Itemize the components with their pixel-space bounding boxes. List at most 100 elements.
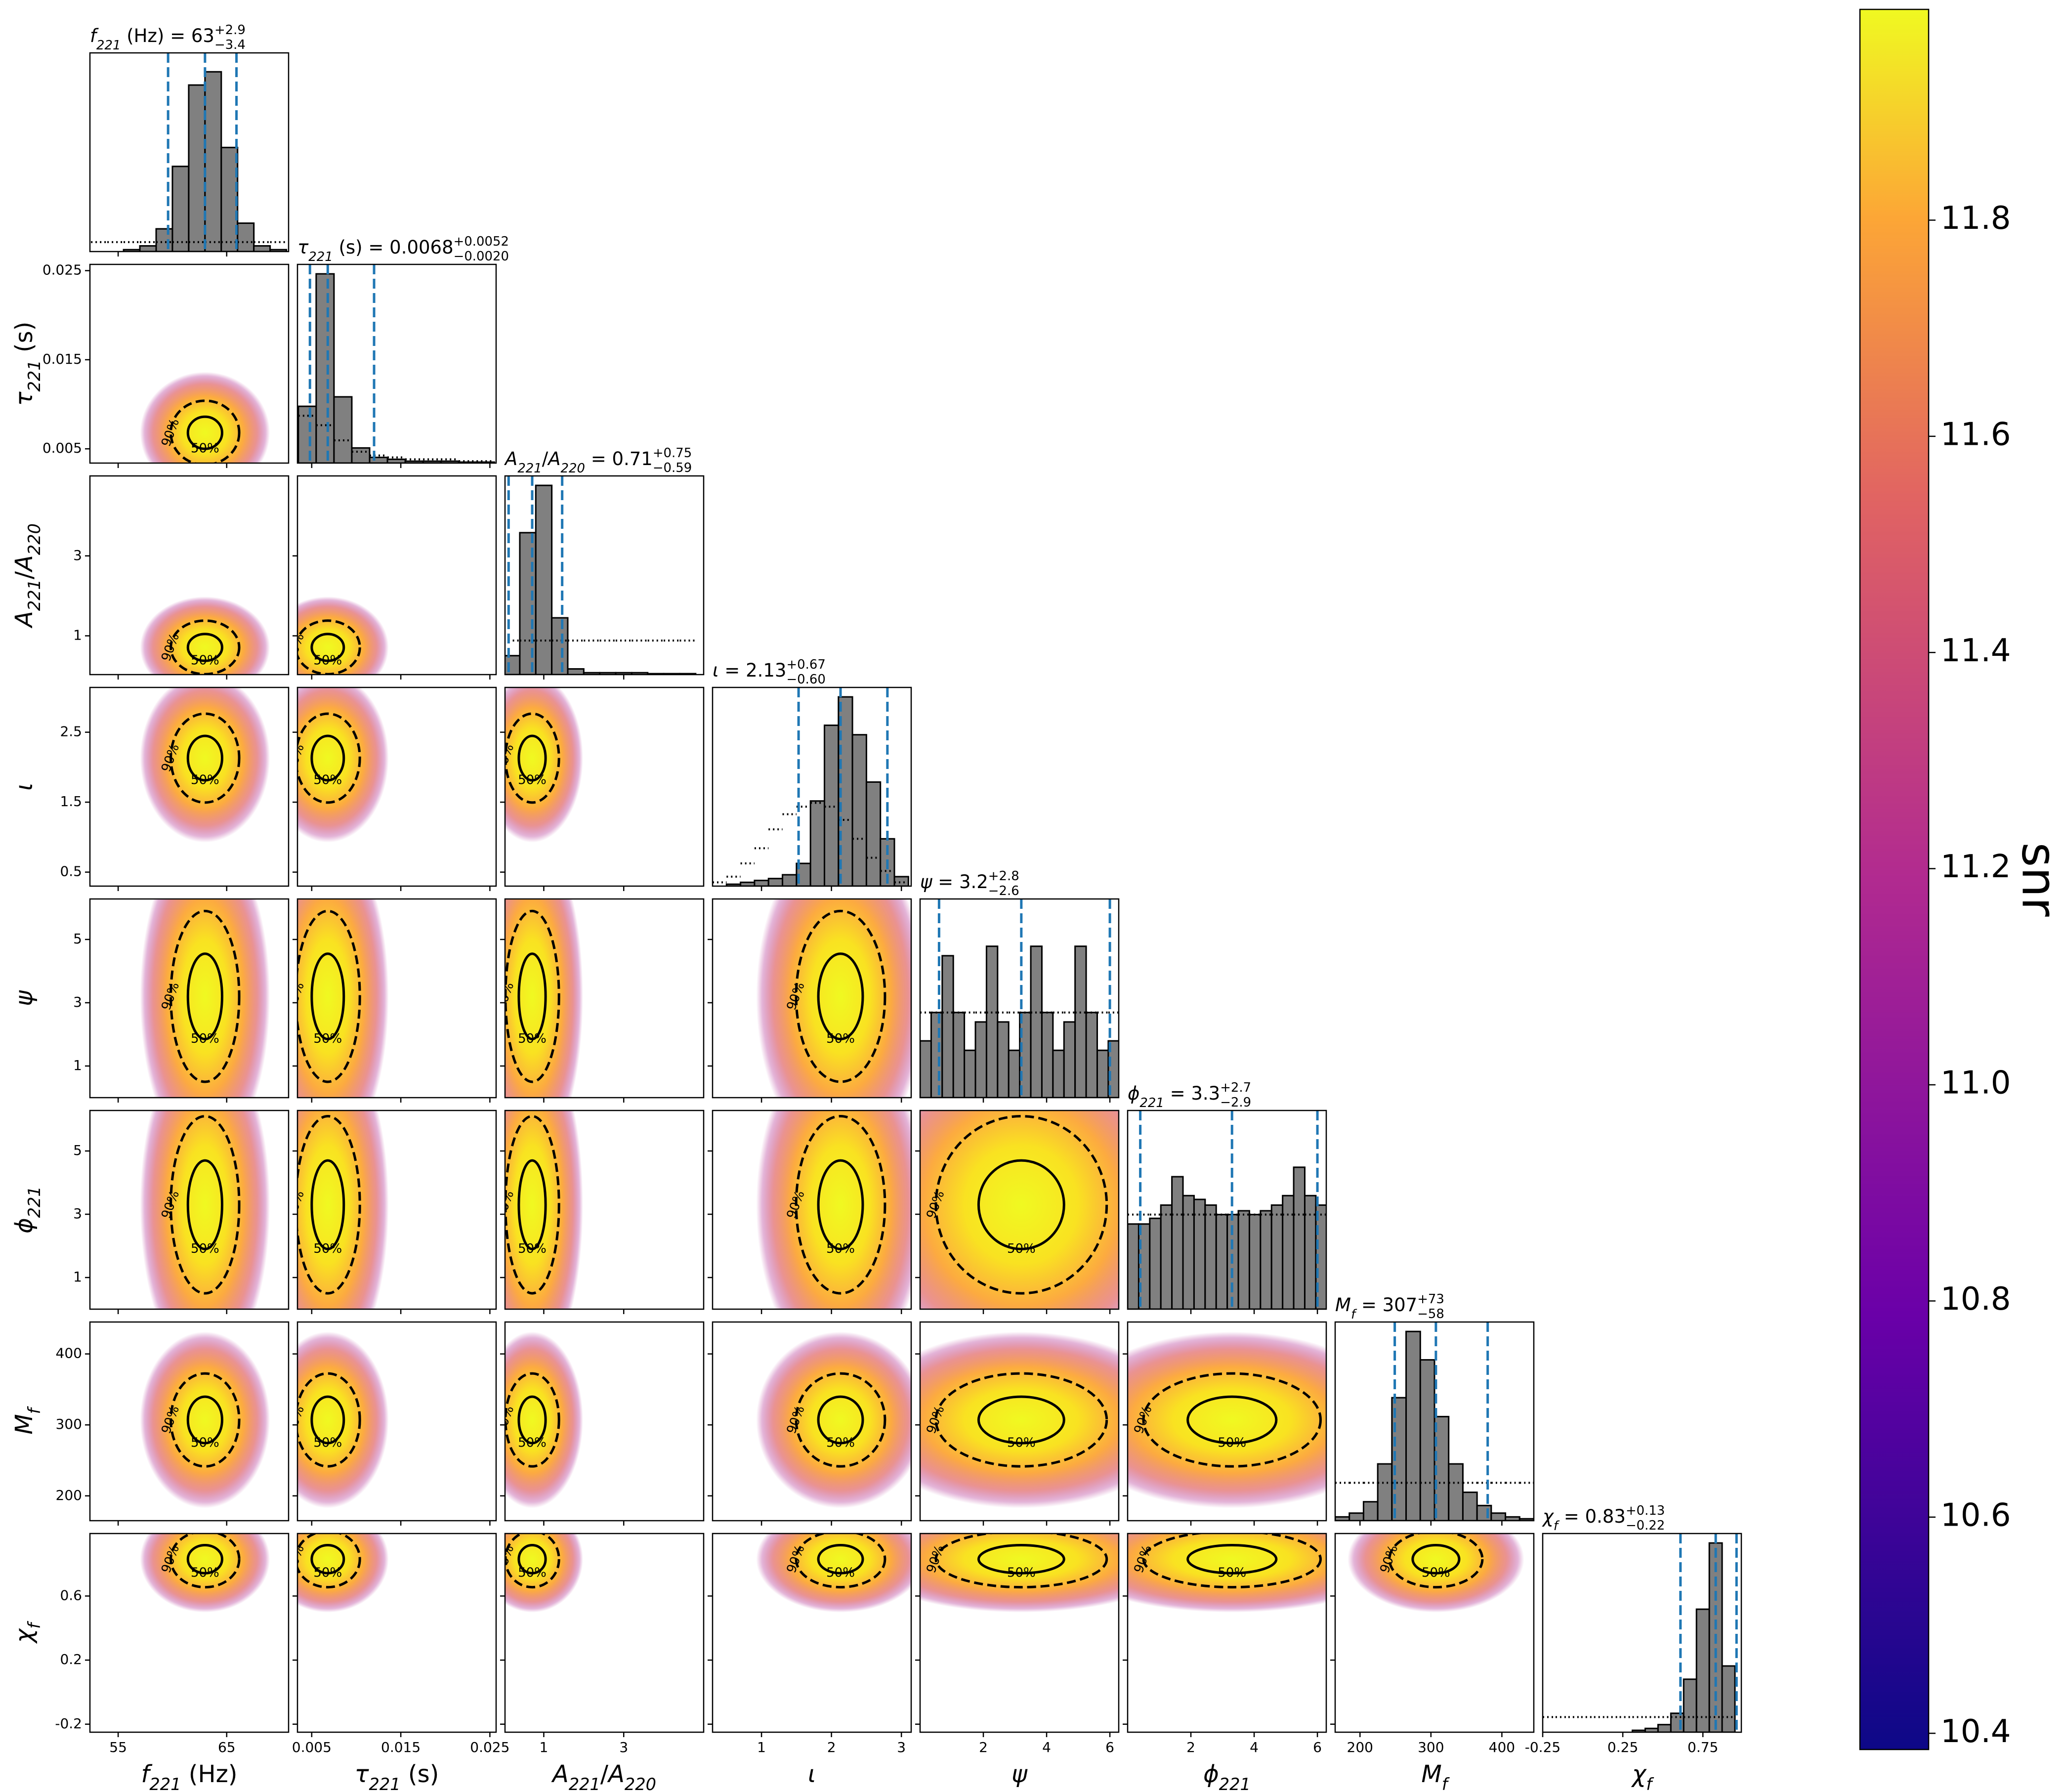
- hist-bar: [1248, 1214, 1262, 1309]
- hist-bar: [139, 245, 157, 252]
- sample-cloud: [140, 687, 270, 843]
- panel-title: ι = 2.13+0.67 −0.60: [713, 657, 826, 687]
- colorbar-tick-label: 11.4: [1940, 633, 2011, 669]
- contour-50: [1186, 1544, 1278, 1575]
- y-tick-label: 2.5: [60, 724, 82, 740]
- hist-bar: [1683, 1678, 1697, 1732]
- contour-label: 50%: [518, 1031, 547, 1046]
- hist-bar: [1182, 1195, 1195, 1309]
- contour-50: [186, 633, 223, 662]
- title-median: 0.71: [612, 448, 652, 469]
- hist-bar: [941, 955, 954, 1098]
- contour-90: [169, 909, 241, 1083]
- y-tick-label: 400: [56, 1345, 82, 1362]
- y-axis-label: ι: [10, 783, 38, 791]
- label-part: (s): [333, 237, 363, 258]
- hist-bar: [782, 874, 798, 886]
- hist-bar: [1362, 1501, 1379, 1521]
- panel-frame: [712, 686, 912, 887]
- hist-bar: [171, 166, 190, 252]
- panel: [920, 899, 1119, 1098]
- label-part: A: [10, 555, 38, 573]
- title-err-plus: +73: [1417, 1292, 1444, 1307]
- contour-label: 50%: [826, 1436, 855, 1451]
- x-tick-label: 2: [979, 1739, 988, 1755]
- panel-frame: [504, 898, 705, 1099]
- title-err-plus: +2.9: [214, 23, 246, 38]
- contour-label: 50%: [191, 653, 219, 668]
- colorbar-tick-label: 10.6: [1940, 1497, 2011, 1534]
- x-axis-label: ψ: [1011, 1760, 1028, 1788]
- label-part: χ: [10, 1628, 38, 1644]
- contour-50: [186, 1544, 223, 1575]
- label-part: 221: [25, 360, 44, 391]
- contour-50: [310, 633, 345, 662]
- contour-label: 50%: [826, 1241, 855, 1256]
- contour-50: [310, 734, 345, 782]
- sample-cloud: [140, 1110, 270, 1309]
- panel-frame: [712, 1321, 912, 1522]
- sample-cloud: [756, 1534, 911, 1613]
- contour-90: [1142, 1534, 1322, 1589]
- panel: 50%90%: [140, 597, 270, 675]
- contour-50: [1186, 1395, 1278, 1445]
- title-sep: =: [363, 237, 390, 258]
- panel-frame: [504, 686, 705, 887]
- panel: 50%90%: [505, 899, 583, 1098]
- title-err-minus: −0.0020: [454, 249, 509, 264]
- colorbar-tick-label: 11.0: [1940, 1065, 2011, 1102]
- panel-title: χf = 0.83+0.13 −0.22: [1542, 1503, 1665, 1534]
- label-part: τ: [355, 1760, 370, 1788]
- y-tick-label: 3: [73, 994, 82, 1010]
- panel: [1543, 1534, 1738, 1732]
- label-part: 221: [308, 250, 333, 264]
- contour-90: [1388, 1534, 1484, 1589]
- x-axis-label: A221/A220: [551, 1760, 656, 1792]
- sample-cloud: [756, 1110, 911, 1309]
- panel-frame: [504, 1533, 705, 1733]
- label-part: ι: [10, 783, 38, 791]
- hist-bar: [369, 457, 388, 463]
- title-err-minus: −2.9: [1220, 1095, 1251, 1110]
- hist-bar: [1377, 1463, 1393, 1521]
- sample-cloud: [140, 899, 270, 1098]
- contour-50: [186, 734, 223, 782]
- hist-bar: [188, 84, 206, 252]
- contour-label: 50%: [518, 1566, 547, 1580]
- contour-90: [795, 1372, 886, 1468]
- contour-label: 50%: [518, 772, 547, 787]
- x-tick-label: -0.25: [1525, 1739, 1560, 1755]
- sample-cloud: [140, 1331, 270, 1508]
- label-part: 221: [569, 1775, 600, 1792]
- label-part: /: [542, 448, 548, 469]
- y-tick-label: 1: [73, 627, 82, 643]
- panel-frame: [712, 1109, 912, 1310]
- contour-90: [795, 1534, 886, 1589]
- panel: 50%90%: [140, 899, 270, 1098]
- contour-90: [297, 1534, 361, 1589]
- panel: 50%90%: [756, 1331, 911, 1508]
- hist-bar: [333, 396, 353, 463]
- contour-50: [310, 952, 345, 1041]
- x-tick-label: 3: [897, 1739, 906, 1755]
- hist-bar: [809, 800, 825, 886]
- panel-frame: [1334, 1533, 1535, 1733]
- label-part: (s): [10, 322, 38, 360]
- label-part: 221: [96, 38, 121, 53]
- panel-frame: [89, 686, 290, 887]
- label-part: ϕ: [1203, 1760, 1219, 1788]
- hist-bar: [1293, 1166, 1306, 1309]
- contour-label: 50%: [826, 1031, 855, 1046]
- panel-frame: [89, 52, 290, 253]
- panel-frame: [1127, 1533, 1327, 1733]
- x-tick-label: 4: [1250, 1739, 1259, 1755]
- contour-90: [297, 712, 361, 804]
- panel: 50%90%: [140, 372, 270, 463]
- contour-label: 50%: [1007, 1241, 1036, 1256]
- panel-frame: [712, 1533, 912, 1733]
- x-tick-label: 3: [619, 1739, 628, 1755]
- panel: 50%90%: [140, 1110, 270, 1309]
- label-part: 220: [561, 461, 585, 476]
- hist-bar: [1260, 1210, 1272, 1309]
- contour-label: 50%: [518, 1241, 547, 1256]
